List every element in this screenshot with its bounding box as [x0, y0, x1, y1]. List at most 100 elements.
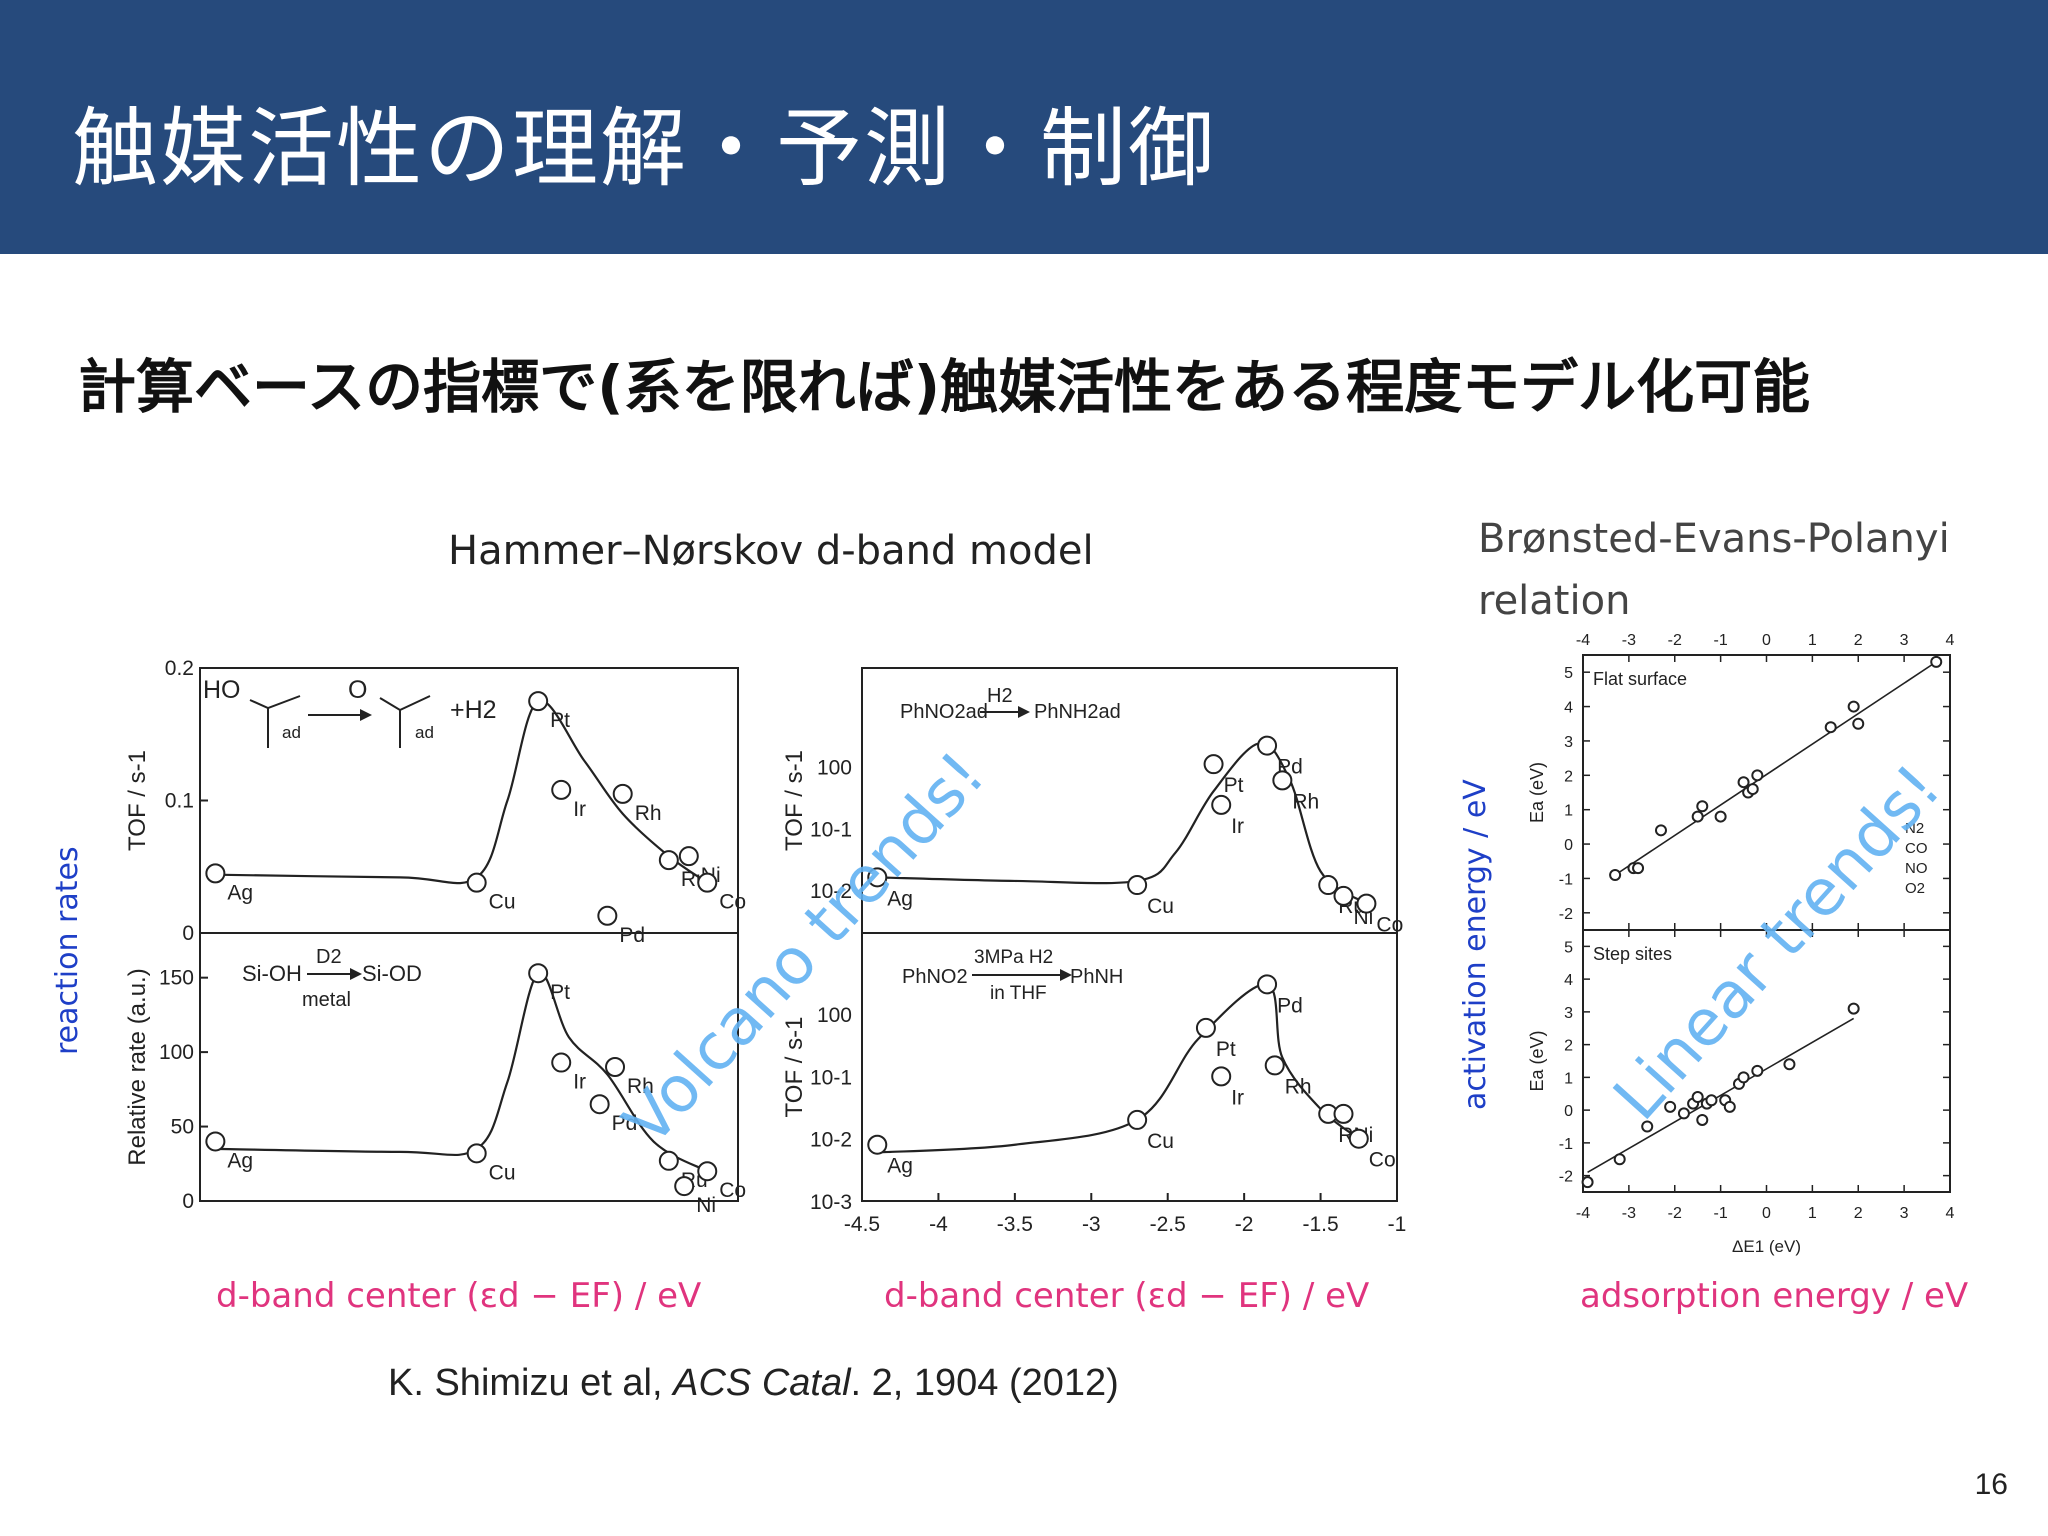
- citation: K. Shimizu et al, ACS Catal. 2, 1904 (20…: [388, 1362, 1119, 1405]
- right-top-legend-o2: O2: [1905, 880, 1925, 897]
- right-top-legend-no: NO: [1905, 860, 1928, 877]
- mid-bottom-xtick-label: -4: [929, 1213, 948, 1236]
- right-top-ytick-label: 3: [1564, 734, 1573, 751]
- mid-top-point-pt: [1203, 754, 1224, 775]
- left-bottom-reagent: D2: [316, 946, 342, 968]
- right-top-ytick-label: -2: [1559, 906, 1573, 923]
- left-bottom-point-label-ni: Ni: [696, 1194, 716, 1217]
- left-bottom-point-label-co: Co: [719, 1179, 746, 1202]
- right-top-point: [1824, 721, 1837, 734]
- right-top-xtick-label-top: 1: [1808, 632, 1817, 649]
- left-bottom-point-pt: [528, 963, 549, 984]
- right-bottom-point: [1691, 1091, 1704, 1104]
- right-bottom-point: [1613, 1153, 1626, 1166]
- left-bottom-product: Si-OD: [362, 961, 422, 986]
- mid-top-curve: [877, 742, 1368, 905]
- right-bottom-point: [1723, 1100, 1736, 1113]
- mid-bottom-xtick-label: -2: [1235, 1213, 1254, 1236]
- mid-top-point-ag: [867, 867, 888, 888]
- mid-top-product: PhNH2ad: [1034, 701, 1121, 723]
- right-bottom-point: [1737, 1071, 1750, 1084]
- left-bottom-point-label-ag: Ag: [227, 1149, 253, 1172]
- right-top-xtick-label-top: -3: [1622, 632, 1636, 649]
- right-top-legend-n2: N2: [1905, 820, 1924, 837]
- right-bottom-point: [1783, 1058, 1796, 1071]
- mid-top-point-label-co: Co: [1376, 914, 1403, 937]
- mid-bottom-xtick-label: -1: [1388, 1213, 1407, 1236]
- mid-top-ylabel: TOF / s-1: [781, 750, 808, 851]
- left-bottom-frame: [199, 932, 739, 1202]
- left-bottom-point-label-pd: Pd: [612, 1112, 638, 1135]
- right-bottom-point: [1847, 1002, 1860, 1015]
- adsorption-energy-label: adsorption energy / eV: [1580, 1276, 1969, 1316]
- right-bottom-ytick-label: -2: [1559, 1169, 1573, 1186]
- mid-top-point-ir: [1211, 794, 1232, 815]
- left-top-extra: +H2: [450, 696, 497, 724]
- right-bottom-point: [1641, 1120, 1654, 1133]
- right-bottom-point: [1751, 1064, 1764, 1077]
- right-bottom-xlabel: ΔE1 (eV): [1732, 1237, 1801, 1256]
- mid-top-point-label-cu: Cu: [1147, 895, 1174, 918]
- left-bottom-point-cu: [466, 1143, 487, 1164]
- left-top-molecule-1: [249, 695, 301, 748]
- left-bottom-ytick-label: 0: [182, 1190, 194, 1213]
- left-top-point-label-ir: Ir: [573, 798, 586, 821]
- left-top-point-label-cu: Cu: [489, 891, 516, 914]
- mid-top-point-label-ag: Ag: [887, 887, 913, 910]
- right-bottom-xtick-label: -1: [1714, 1205, 1728, 1222]
- right-top-xtick-label-top: -1: [1714, 632, 1728, 649]
- left-top-point-ir: [551, 779, 572, 800]
- mid-bottom-ytick-label: 10-2: [810, 1129, 852, 1152]
- left-bottom-point-pd: [589, 1094, 610, 1115]
- left-bottom-arrowhead: [350, 968, 362, 980]
- page-number: 16: [1974, 1468, 2008, 1501]
- left-top-point-ru: [658, 850, 679, 871]
- left-bottom-point-label-pt: Pt: [550, 981, 570, 1004]
- right-top-point: [1847, 700, 1860, 713]
- left-top-curve: [215, 699, 708, 885]
- mid-top-ytick-label: 100: [817, 757, 852, 780]
- right-top-xtick-label-top: 2: [1854, 632, 1863, 649]
- right-top-xtick-label-top: 4: [1946, 632, 1955, 649]
- mid-bottom-point-label-pt: Pt: [1216, 1038, 1236, 1061]
- bep-label-line2: relation: [1478, 578, 1631, 624]
- left-bottom-point-ni: [674, 1176, 695, 1197]
- left-top-point-cu: [466, 872, 487, 893]
- right-top-point: [1737, 776, 1750, 789]
- mid-bottom-ytick-label: 10-3: [810, 1191, 852, 1214]
- right-bottom-point: [1581, 1176, 1594, 1189]
- left-top-reactant: HO: [203, 676, 241, 704]
- right-top-xtick-label-top: -4: [1576, 632, 1590, 649]
- left-top-point-co: [697, 872, 718, 893]
- right-bottom-ytick-label: 0: [1564, 1103, 1573, 1120]
- right-top-ylabel: Ea (eV): [1527, 762, 1547, 823]
- right-bottom-xtick-label: 1: [1808, 1205, 1817, 1222]
- right-bottom-xtick-label: 0: [1762, 1205, 1771, 1222]
- left-top-ytick-label: 0.1: [165, 790, 194, 813]
- right-bottom-fit-line: [1587, 1017, 1855, 1174]
- citation-authors: K. Shimizu et al,: [388, 1362, 674, 1404]
- right-bottom-xtick-label: 2: [1854, 1205, 1863, 1222]
- mid-top-point-ni: [1333, 885, 1354, 906]
- left-top-point-label-co: Co: [719, 891, 746, 914]
- right-top-ytick-label: 5: [1564, 665, 1573, 682]
- right-bottom-point: [1677, 1107, 1690, 1120]
- mid-bottom-ytick-label: 100: [817, 1004, 852, 1027]
- slide-subtitle: 計算ベースの指標で(系を限れば)触媒活性をある程度モデル化可能: [78, 353, 1811, 421]
- right-top-point: [1654, 824, 1667, 837]
- right-bottom-xtick-label: -2: [1668, 1205, 1682, 1222]
- mid-bottom-reactant: PhNO2: [902, 966, 968, 988]
- right-top-ytick-label: 4: [1564, 700, 1573, 717]
- right-bottom-point: [1696, 1113, 1709, 1126]
- mid-top-ytick-label: 10-1: [810, 818, 852, 841]
- mid-top-ytick-label: 10-2: [810, 880, 852, 903]
- right-bottom-xtick-label: 3: [1900, 1205, 1909, 1222]
- left-top-point-label-pt: Pt: [550, 709, 570, 732]
- slide-header: 触媒活性の理解・予測・制御: [0, 0, 2048, 254]
- mid-bottom-point-ir: [1211, 1066, 1232, 1087]
- mid-bottom-frame: [861, 932, 1398, 1202]
- right-bottom-ytick-label: -1: [1559, 1136, 1573, 1153]
- mid-top-point-pd: [1257, 735, 1278, 756]
- activation-energy-label: activation energy / eV: [1458, 779, 1493, 1110]
- right-top-legend-co: CO: [1905, 840, 1928, 857]
